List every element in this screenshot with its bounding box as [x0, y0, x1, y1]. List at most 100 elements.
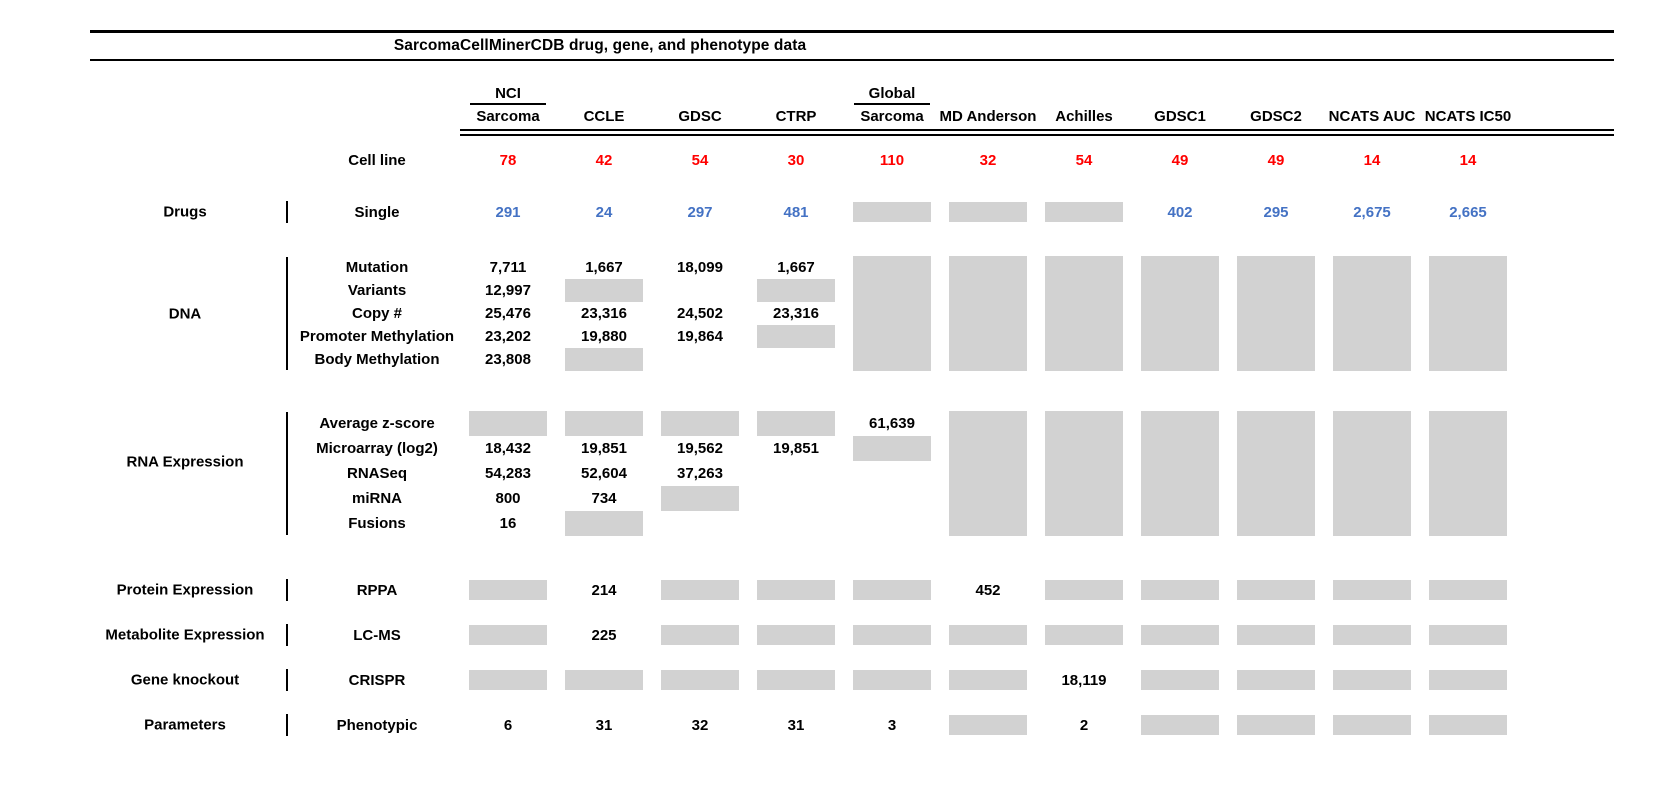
row-label-promoter-methylation: Promoter Methylation	[299, 328, 455, 345]
value-cell: 18,432	[485, 440, 531, 457]
row-label-average-z-score: Average z-score	[319, 415, 435, 432]
column-header-md-anderson-5: MD Anderson	[939, 107, 1037, 125]
gray-box	[1045, 580, 1123, 600]
gray-cell	[1036, 200, 1132, 224]
gray-box	[1045, 511, 1123, 536]
gray-box	[1237, 625, 1315, 645]
row-label-single: Single	[354, 203, 400, 221]
table-row-phenotypic: Phenotypic 6 31 32 31 3 2	[90, 713, 1614, 737]
gray-cell	[940, 461, 1036, 486]
column-header-top-9	[1324, 85, 1420, 105]
gray-box	[469, 625, 547, 645]
gray-box	[1237, 511, 1315, 536]
value-cell: 24	[595, 203, 613, 221]
value-cell: 23,316	[581, 305, 627, 322]
gray-box	[565, 279, 643, 302]
column-header-top-5	[940, 85, 1036, 105]
table-row-microarray-log2: Microarray (log2) 18,432 19,851 19,562 19,85…	[90, 436, 1614, 461]
gray-box	[853, 325, 931, 348]
empty-cell	[652, 348, 748, 371]
table-row-body-methylation: Body Methylation 23,808	[90, 348, 1614, 371]
gray-box	[1141, 348, 1219, 371]
value-cell: 32	[691, 716, 709, 734]
gray-box	[469, 670, 547, 690]
gray-box	[757, 279, 835, 302]
value-cell: 214	[591, 581, 617, 599]
category-divider-line	[286, 714, 288, 736]
gray-cell	[1036, 256, 1132, 279]
value-cell: 49	[1267, 151, 1285, 169]
gray-cell	[1420, 348, 1516, 371]
gray-cell	[1420, 713, 1516, 737]
value-cell: 23,202	[485, 328, 531, 345]
table-row-variants: Variants 12,997	[90, 279, 1614, 302]
value-cell: 6	[503, 716, 513, 734]
gray-cell	[1036, 578, 1132, 602]
gray-box	[1237, 411, 1315, 436]
column-header-gdsc1-7: GDSC1	[1154, 107, 1206, 125]
table-row-rnaseq: RNASeq 54,283 52,604 37,263	[90, 461, 1614, 486]
gray-box	[1333, 411, 1411, 436]
divider-column-spacer	[280, 85, 294, 105]
category-divider-line	[286, 412, 288, 535]
gray-cell	[1132, 325, 1228, 348]
gray-cell	[460, 623, 556, 647]
gray-cell	[1036, 436, 1132, 461]
gray-box	[949, 715, 1027, 735]
gray-box	[1141, 302, 1219, 325]
table-row-mutation: Mutation 7,711 1,667 18,099 1,667	[90, 256, 1614, 279]
value-cell: 19,851	[773, 440, 819, 457]
gray-box	[1237, 436, 1315, 461]
gray-box	[469, 411, 547, 436]
empty-cell	[652, 511, 748, 536]
gray-cell	[652, 411, 748, 436]
row-group-protein-expression: Protein Expression RPPA 214 452	[90, 578, 1614, 602]
category-divider-line	[286, 257, 288, 370]
value-cell: 24,502	[677, 305, 723, 322]
gray-cell	[1036, 411, 1132, 436]
column-header-top-nci: NCI	[460, 85, 556, 105]
gray-cell	[1420, 578, 1516, 602]
table-row-mirna: miRNA 800 734	[90, 486, 1614, 511]
gray-box	[1429, 325, 1507, 348]
gray-box	[1333, 486, 1411, 511]
gray-box	[949, 302, 1027, 325]
gray-cell	[1036, 348, 1132, 371]
gray-cell	[556, 411, 652, 436]
column-header-sarcoma-4: Sarcoma	[860, 107, 924, 125]
table-row-crispr: CRISPR 18,119	[90, 668, 1614, 692]
gray-box	[1141, 461, 1219, 486]
gray-cell	[940, 713, 1036, 737]
gray-cell	[1324, 436, 1420, 461]
value-cell: 2,675	[1353, 203, 1391, 221]
row-label-lc-ms: LC-MS	[353, 626, 401, 644]
gray-box	[949, 461, 1027, 486]
gray-box	[1141, 436, 1219, 461]
value-cell: 19,851	[581, 440, 627, 457]
gray-cell	[1132, 348, 1228, 371]
gray-cell	[1036, 486, 1132, 511]
gray-box	[1333, 348, 1411, 371]
gray-cell	[1132, 461, 1228, 486]
gray-cell	[1228, 461, 1324, 486]
gray-cell	[556, 668, 652, 692]
gray-box	[1429, 670, 1507, 690]
gray-cell	[1036, 302, 1132, 325]
column-header-ctrp-3: CTRP	[775, 107, 817, 125]
gray-cell	[1036, 511, 1132, 536]
gray-cell	[1132, 623, 1228, 647]
gray-cell	[844, 302, 940, 325]
gray-cell	[1420, 623, 1516, 647]
value-cell: 1,667	[777, 259, 815, 276]
gray-cell	[1132, 436, 1228, 461]
gray-cell	[1132, 279, 1228, 302]
gray-box	[949, 325, 1027, 348]
gray-box	[853, 625, 931, 645]
gray-box	[1141, 580, 1219, 600]
gray-box	[1333, 302, 1411, 325]
column-header-gdsc-2: GDSC	[678, 107, 722, 125]
gray-box	[1333, 461, 1411, 486]
gray-box	[1237, 461, 1315, 486]
gray-cell	[1132, 511, 1228, 536]
gray-cell	[940, 302, 1036, 325]
